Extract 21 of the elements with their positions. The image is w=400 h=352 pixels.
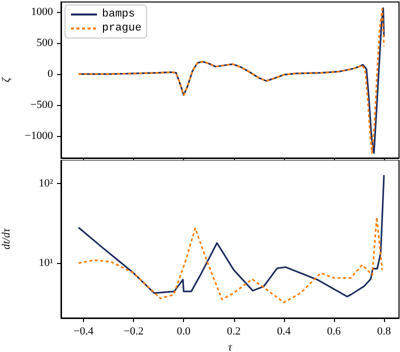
legend-label: prague	[102, 22, 142, 34]
x-tick-label: 0.4	[276, 326, 292, 338]
line-series	[78, 174, 385, 298]
x-tick-label: 0.6	[327, 326, 342, 338]
y-axis-title: ζ	[0, 76, 12, 82]
x-tick-label: 0.0	[176, 326, 192, 338]
y-tick-label: −1000	[24, 130, 54, 142]
x-tick-label: −0.2	[124, 326, 144, 338]
y-axis-title: dt/dτ	[0, 227, 12, 250]
x-axis-title: τ	[228, 341, 234, 352]
y-tick-label: 0	[48, 68, 54, 80]
y-tick-label: 10¹	[38, 257, 53, 270]
x-tick-label: 0.2	[226, 326, 241, 338]
y-tick-label: −500	[30, 99, 54, 112]
y-tick-label: 10²	[38, 178, 54, 190]
x-tick-label: −0.4	[74, 326, 94, 338]
line-series	[78, 216, 384, 304]
x-tick-label: 0.8	[377, 326, 392, 338]
y-tick-label: 500	[36, 37, 54, 50]
legend-label: bamps	[102, 8, 136, 20]
y-tick-label: 1000	[31, 6, 54, 18]
